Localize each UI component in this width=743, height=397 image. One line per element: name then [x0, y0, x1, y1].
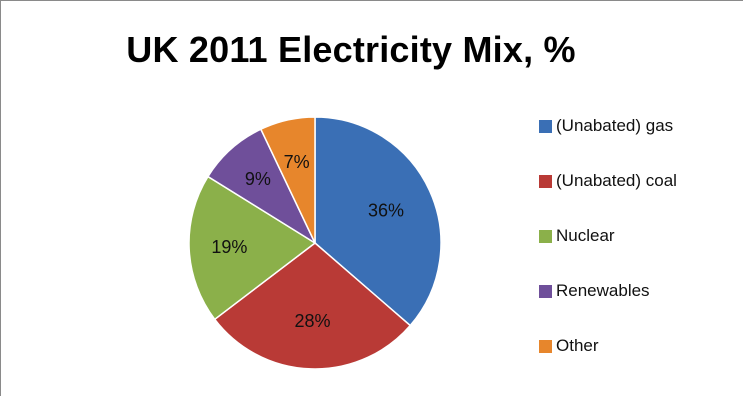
legend-swatch — [539, 229, 552, 243]
legend-item: (Unabated) coal — [539, 168, 677, 194]
legend-label: Other — [556, 336, 599, 355]
legend-label: Nuclear — [556, 226, 615, 245]
legend-label: (Unabated) gas — [556, 116, 674, 135]
legend-swatch — [539, 119, 552, 133]
pie-slice-unabated-gas — [314, 116, 442, 327]
legend-label: (Unabated) coal — [556, 171, 677, 190]
pie-slice-nuclear — [188, 175, 317, 321]
legend-swatch — [539, 339, 552, 353]
pie-slice-other — [259, 116, 316, 244]
pie-slice-unabated-coal — [213, 242, 412, 370]
slice-data-label: 9% — [245, 169, 271, 189]
legend-item: (Unabated) gas — [539, 113, 677, 139]
legend-item: Nuclear — [539, 223, 677, 249]
chart-legend: (Unabated) gas (Unabated) coal Nuclear Rene… — [539, 113, 677, 388]
slice-data-label: 36% — [368, 201, 404, 221]
legend-swatch — [539, 284, 552, 298]
slice-data-label: 7% — [284, 152, 310, 172]
legend-item: Other — [539, 333, 677, 359]
legend-swatch — [539, 174, 552, 188]
slice-data-label: 19% — [211, 237, 247, 257]
legend-item: Renewables — [539, 278, 677, 304]
legend-label: Renewables — [556, 281, 650, 300]
chart-title: UK 2011 Electricity Mix, % — [126, 29, 576, 70]
slice-data-label: 28% — [295, 311, 331, 331]
